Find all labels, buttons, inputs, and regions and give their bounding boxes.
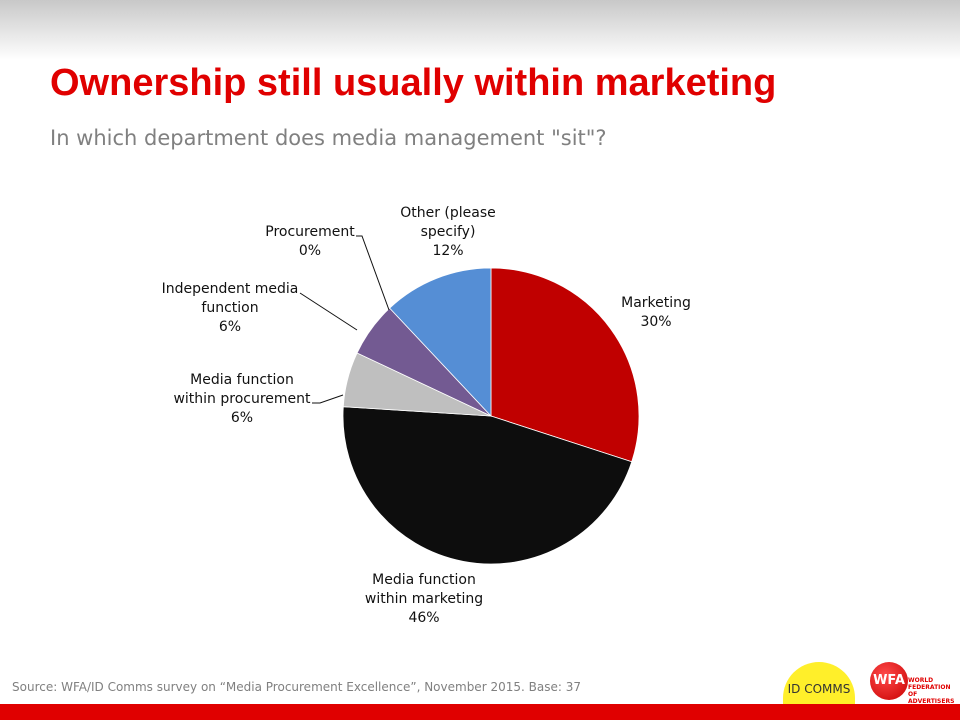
wfa-logo: WFA [870, 662, 908, 700]
pie-slice-0 [490, 267, 640, 463]
pie-slice-5 [389, 267, 492, 418]
slice-label-3: Independent media function 6% [162, 281, 299, 335]
slice-label-2: Media function within procurement 6% [173, 372, 311, 426]
leader-line-4 [356, 235, 390, 311]
slice-label-0: Marketing 30% [621, 295, 691, 330]
wfa-logo-text: WORLD FEDERATION OF ADVERTISERS [908, 677, 955, 705]
page-title: Ownership still usually within marketing [50, 62, 777, 104]
slice-label-5: Other (please specify) 12% [400, 205, 496, 259]
slice-label-4: Procurement 0% [265, 224, 355, 259]
slice-label-1: Media function within marketing 46% [365, 572, 483, 626]
source-note: Source: WFA/ID Comms survey on “Media Pr… [12, 680, 581, 694]
leader-line-2 [312, 394, 344, 404]
page-subtitle: In which department does media managemen… [50, 126, 607, 150]
pie-slice-1 [342, 406, 633, 565]
header-gradient [0, 0, 960, 60]
bottom-bar [0, 704, 960, 720]
leader-line-3 [299, 292, 358, 331]
